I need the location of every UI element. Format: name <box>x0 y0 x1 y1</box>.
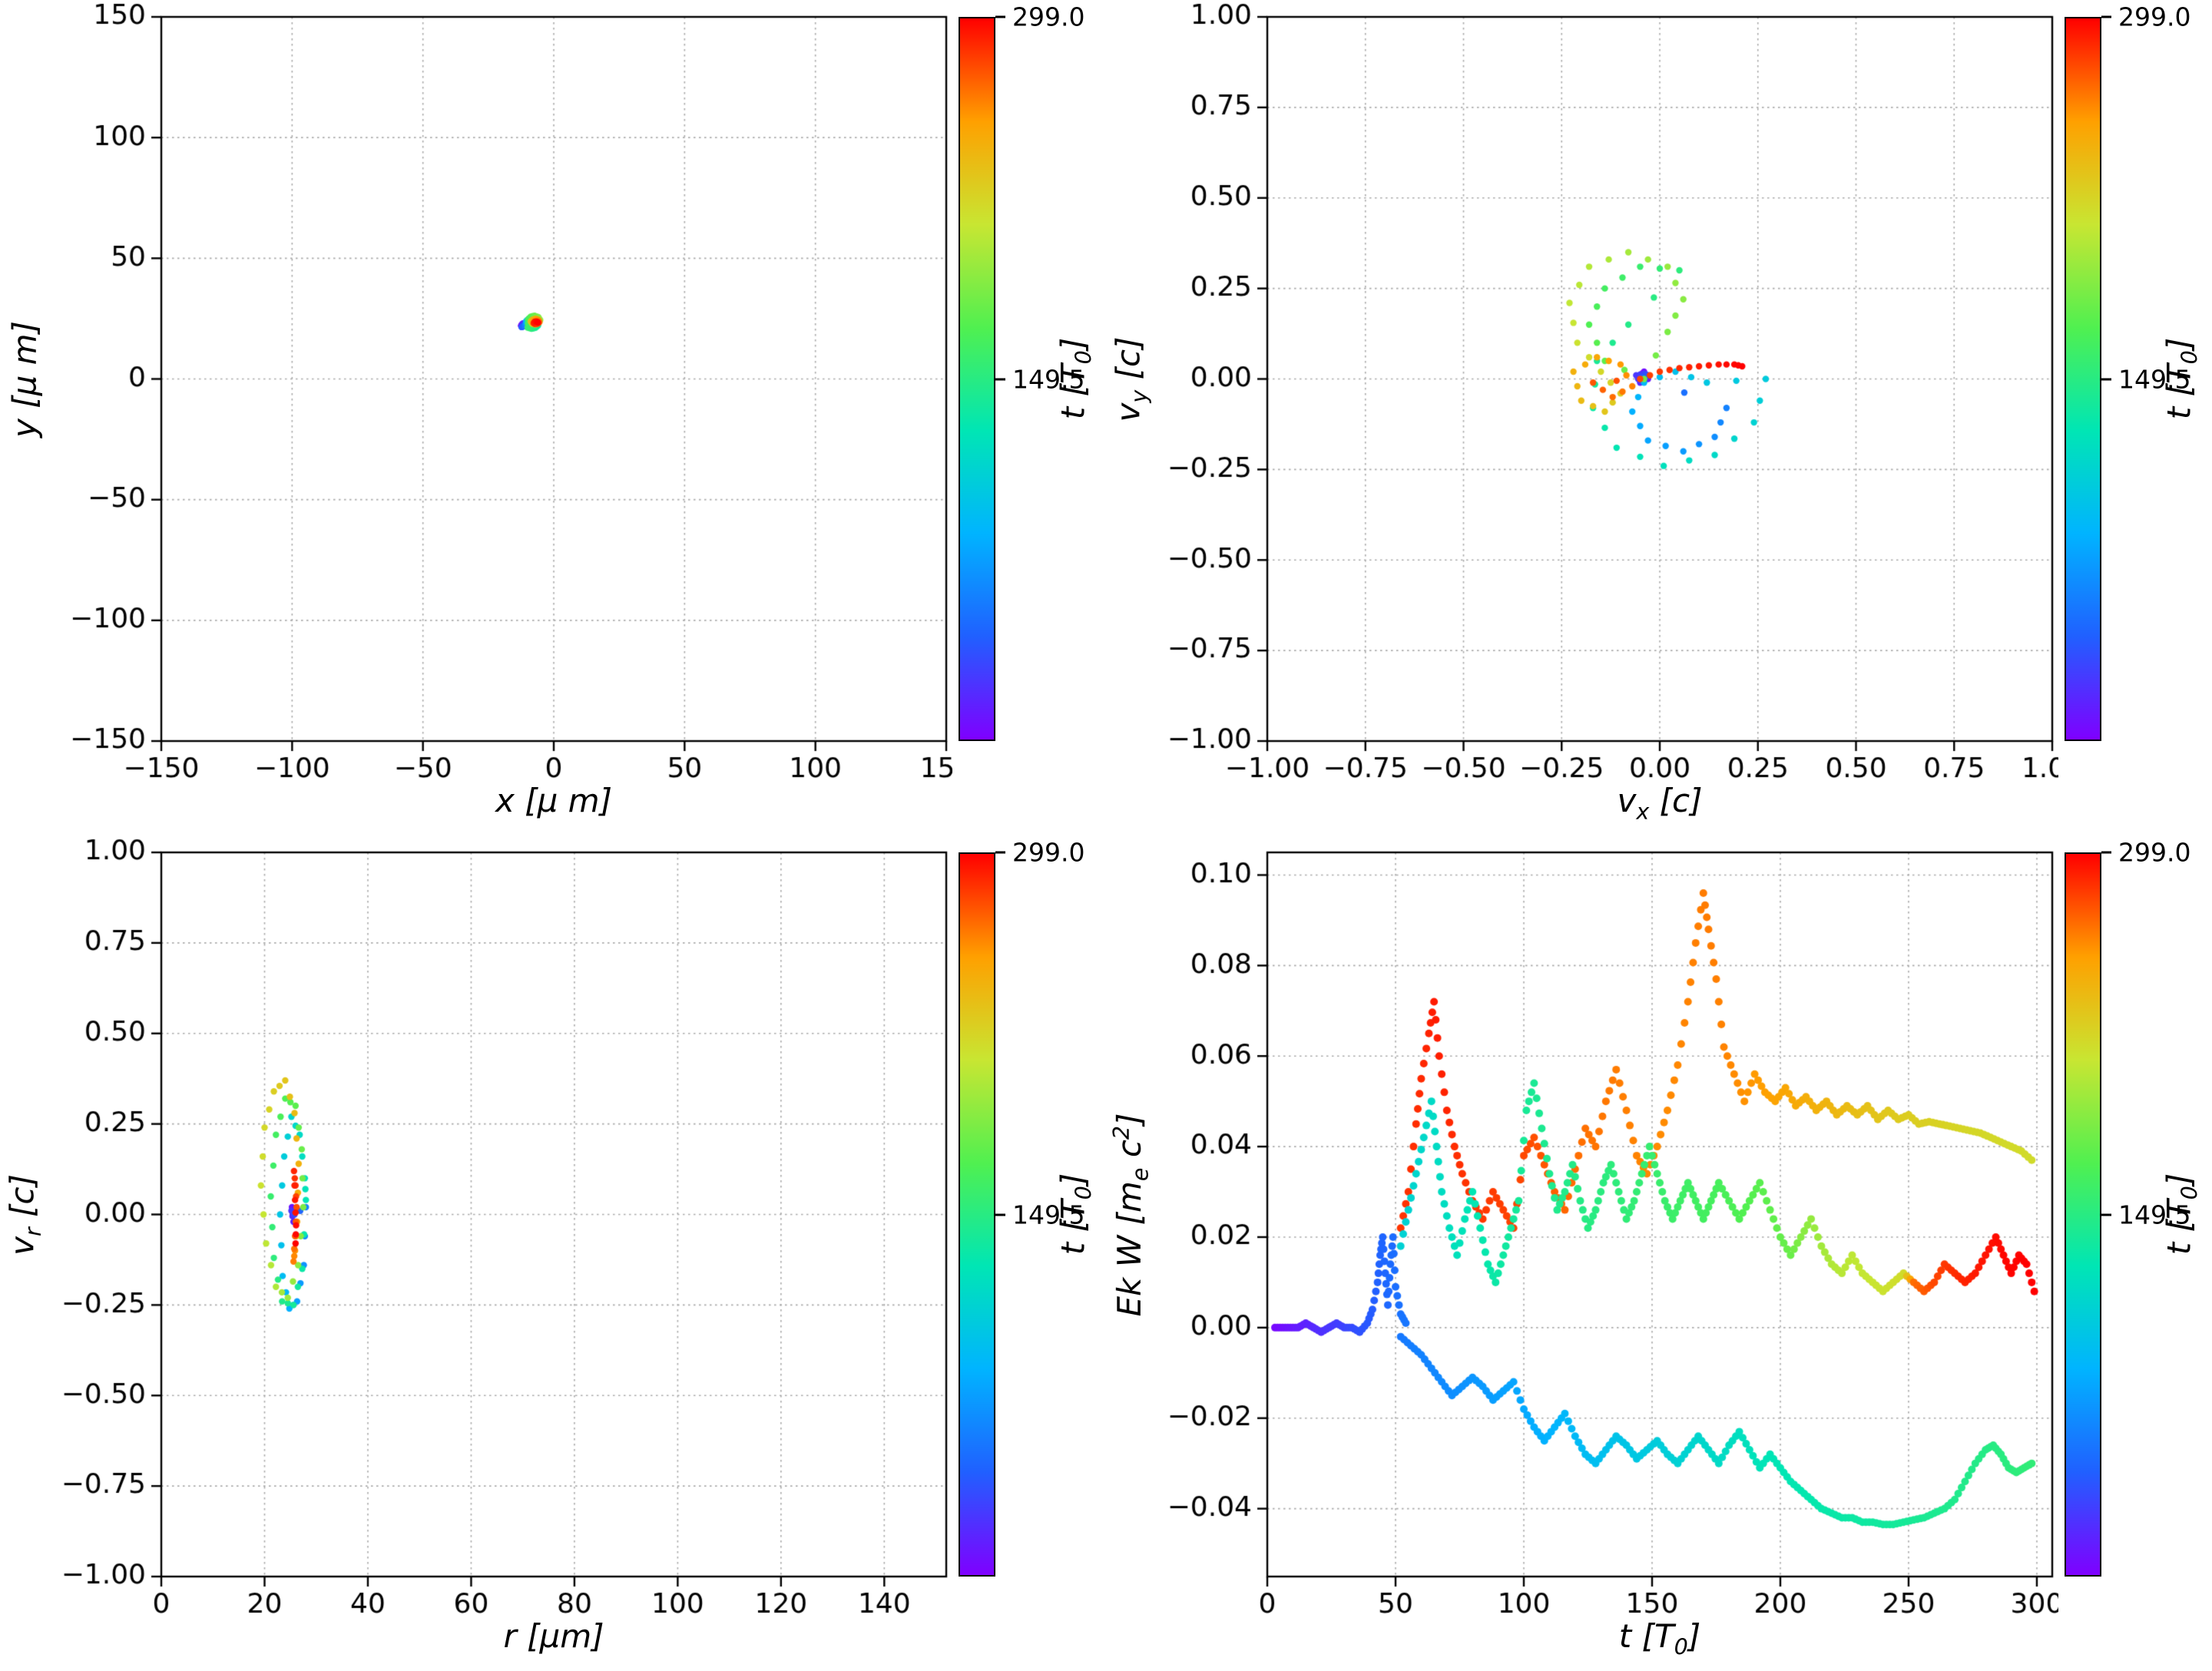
colorbar-tick-mark <box>995 15 1005 18</box>
x-axis-label: x [μ m] <box>495 782 612 819</box>
colorbar-label: t [T0] <box>1054 1173 1097 1256</box>
subplot-vxvy: vy [c] vx [c] 299.0 149.5 t [T0] <box>1106 0 2212 836</box>
subplot-xy: y [μ m] x [μ m] 299.0 149.5 t [T0] <box>0 0 1106 836</box>
colorbar: 299.0 149.5 t [T0] <box>959 838 1106 1577</box>
colorbar-tick-mark <box>2101 15 2111 18</box>
subplot-rvr: vr [c] r [μm] 299.0 149.5 t [T0] <box>0 836 1106 1671</box>
y-axis-label: y [μ m] <box>5 321 44 438</box>
colorbar: 299.0 149.5 t [T0] <box>2065 2 2212 741</box>
y-axis-label: Ek W [me c2] <box>1108 1113 1154 1317</box>
colorbar-tick-label: 149.5 <box>1012 1199 1085 1229</box>
colorbar-gradient <box>959 17 995 741</box>
colorbar-ticks: 299.0 149.5 <box>959 2 1106 741</box>
colorbar-tick-mark <box>2101 378 2111 380</box>
colorbar-tick-label: 149.5 <box>2118 364 2191 394</box>
plot-canvas <box>46 0 952 814</box>
colorbar-label: t [T0] <box>1054 337 1097 420</box>
x-axis-label: t [T0] <box>1618 1617 1701 1660</box>
colorbar-tick-label: 149.5 <box>2118 1199 2191 1229</box>
colorbar-tick-label: 299.0 <box>1012 837 1085 868</box>
plot-canvas <box>46 836 952 1649</box>
colorbar-tick-label: 299.0 <box>2118 837 2191 868</box>
colorbar-tick-mark <box>995 378 1005 380</box>
colorbar-tick-mark <box>995 1213 1005 1216</box>
y-axis-label: vr [c] <box>3 1174 46 1256</box>
colorbar-label: t [T0] <box>2160 1173 2203 1256</box>
colorbar-gradient <box>2065 852 2101 1577</box>
colorbar-tick-label: 299.0 <box>1012 2 1085 32</box>
plot-canvas <box>1152 836 2058 1649</box>
x-axis-label: vx [c] <box>1617 782 1703 825</box>
colorbar-tick-label: 299.0 <box>2118 2 2191 32</box>
plot-canvas <box>1152 0 2058 814</box>
colorbar-gradient <box>2065 17 2101 741</box>
colorbar-gradient <box>959 852 995 1577</box>
subplot-energy: Ek W [me c2] t [T0] 299.0 149.5 t [T0] <box>1106 836 2212 1671</box>
colorbar-tick-mark <box>995 851 1005 854</box>
colorbar-ticks: 299.0 149.5 <box>2065 2 2212 741</box>
y-axis-label: vy [c] <box>1109 336 1152 422</box>
colorbar-ticks: 299.0 149.5 <box>2065 838 2212 1577</box>
colorbar-tick-mark <box>2101 851 2111 854</box>
colorbar-tick-mark <box>2101 1213 2111 1216</box>
colorbar: 299.0 149.5 t [T0] <box>2065 838 2212 1577</box>
colorbar-tick-label: 149.5 <box>1012 364 1085 394</box>
colorbar: 299.0 149.5 t [T0] <box>959 2 1106 741</box>
x-axis-label: r [μm] <box>503 1617 604 1655</box>
colorbar-label: t [T0] <box>2160 337 2203 420</box>
colorbar-ticks: 299.0 149.5 <box>959 838 1106 1577</box>
